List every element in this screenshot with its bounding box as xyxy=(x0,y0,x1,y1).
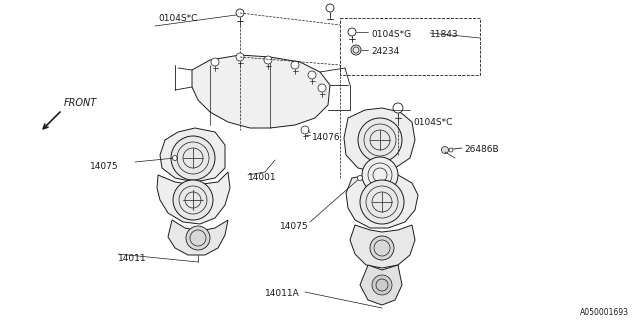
Text: 14076: 14076 xyxy=(312,133,340,142)
Polygon shape xyxy=(360,265,402,305)
Polygon shape xyxy=(192,55,330,128)
Text: 14001: 14001 xyxy=(248,173,276,182)
Text: 0104S*C: 0104S*C xyxy=(413,118,452,127)
Polygon shape xyxy=(346,173,418,228)
Text: FRONT: FRONT xyxy=(64,98,97,108)
Text: 0104S*G: 0104S*G xyxy=(371,30,411,39)
Text: 24234: 24234 xyxy=(371,47,399,56)
Circle shape xyxy=(360,180,404,224)
Text: 0104S*C: 0104S*C xyxy=(158,14,197,23)
Text: A050001693: A050001693 xyxy=(580,308,629,317)
Circle shape xyxy=(211,58,219,66)
Circle shape xyxy=(358,175,362,180)
Circle shape xyxy=(326,4,334,12)
Circle shape xyxy=(236,53,244,61)
Text: 26486B: 26486B xyxy=(464,145,499,154)
Bar xyxy=(340,18,480,75)
Polygon shape xyxy=(168,220,228,255)
Polygon shape xyxy=(350,225,415,268)
Circle shape xyxy=(177,139,213,175)
Circle shape xyxy=(372,275,392,295)
Circle shape xyxy=(291,61,299,69)
Circle shape xyxy=(370,236,394,260)
Circle shape xyxy=(171,136,215,180)
Circle shape xyxy=(264,56,272,64)
Text: 14011A: 14011A xyxy=(265,289,300,298)
Circle shape xyxy=(393,103,403,113)
Circle shape xyxy=(358,118,402,162)
Polygon shape xyxy=(160,128,225,182)
Circle shape xyxy=(308,71,316,79)
Circle shape xyxy=(362,157,398,193)
Circle shape xyxy=(301,126,309,134)
Text: 14075: 14075 xyxy=(90,162,118,171)
Polygon shape xyxy=(344,108,415,172)
Circle shape xyxy=(351,45,361,55)
Text: 11843: 11843 xyxy=(430,30,459,39)
Circle shape xyxy=(173,180,213,220)
Circle shape xyxy=(348,28,356,36)
Text: 14011: 14011 xyxy=(118,254,147,263)
Circle shape xyxy=(186,226,210,250)
Text: 14075: 14075 xyxy=(280,222,308,231)
Circle shape xyxy=(442,147,449,154)
Polygon shape xyxy=(157,172,230,224)
Circle shape xyxy=(236,9,244,17)
Circle shape xyxy=(318,84,326,92)
Circle shape xyxy=(449,148,453,152)
Circle shape xyxy=(173,156,177,161)
